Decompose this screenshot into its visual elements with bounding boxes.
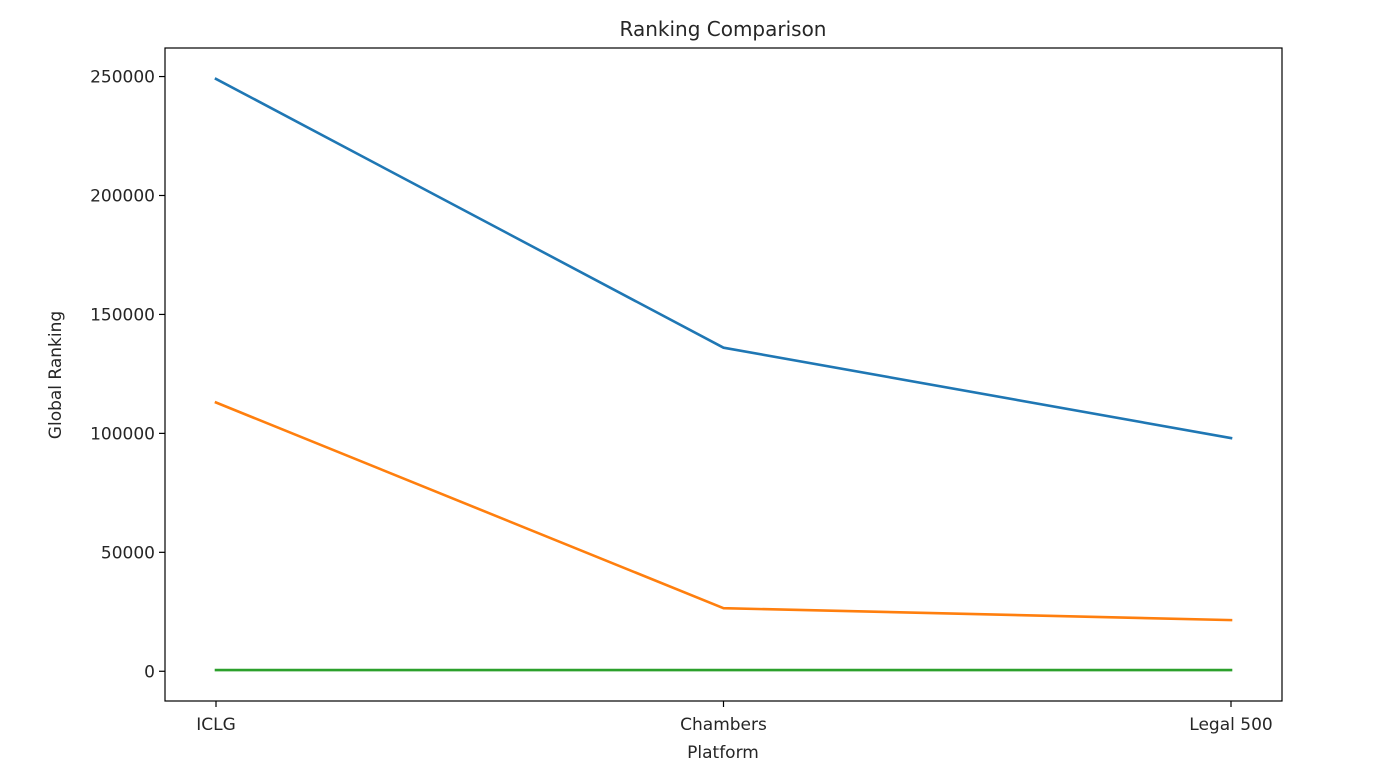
y-tick-label: 250000 [90,68,155,88]
chart-title: Ranking Comparison [619,17,826,41]
y-axis: 0 50000 100000 150000 200000 250000 [90,68,165,682]
series-1-line [214,77,1233,440]
y-tick-label: 0 [144,662,155,682]
x-tick-label: ICLG [196,715,236,735]
x-tick-label: Chambers [680,715,767,735]
x-axis-title: Platform [687,743,759,763]
plot-area-frame [164,47,1283,702]
y-tick-label: 200000 [90,186,155,206]
y-axis-title: Global Ranking [46,311,66,439]
series-layer [214,77,1233,672]
series-2-line [214,400,1233,622]
y-tick-label: 100000 [90,424,155,444]
x-tick-label: Legal 500 [1189,715,1272,735]
y-tick-label: 50000 [101,543,155,563]
y-tick-label: 150000 [90,305,155,325]
x-axis: ICLG Chambers Legal 500 [196,701,1273,735]
